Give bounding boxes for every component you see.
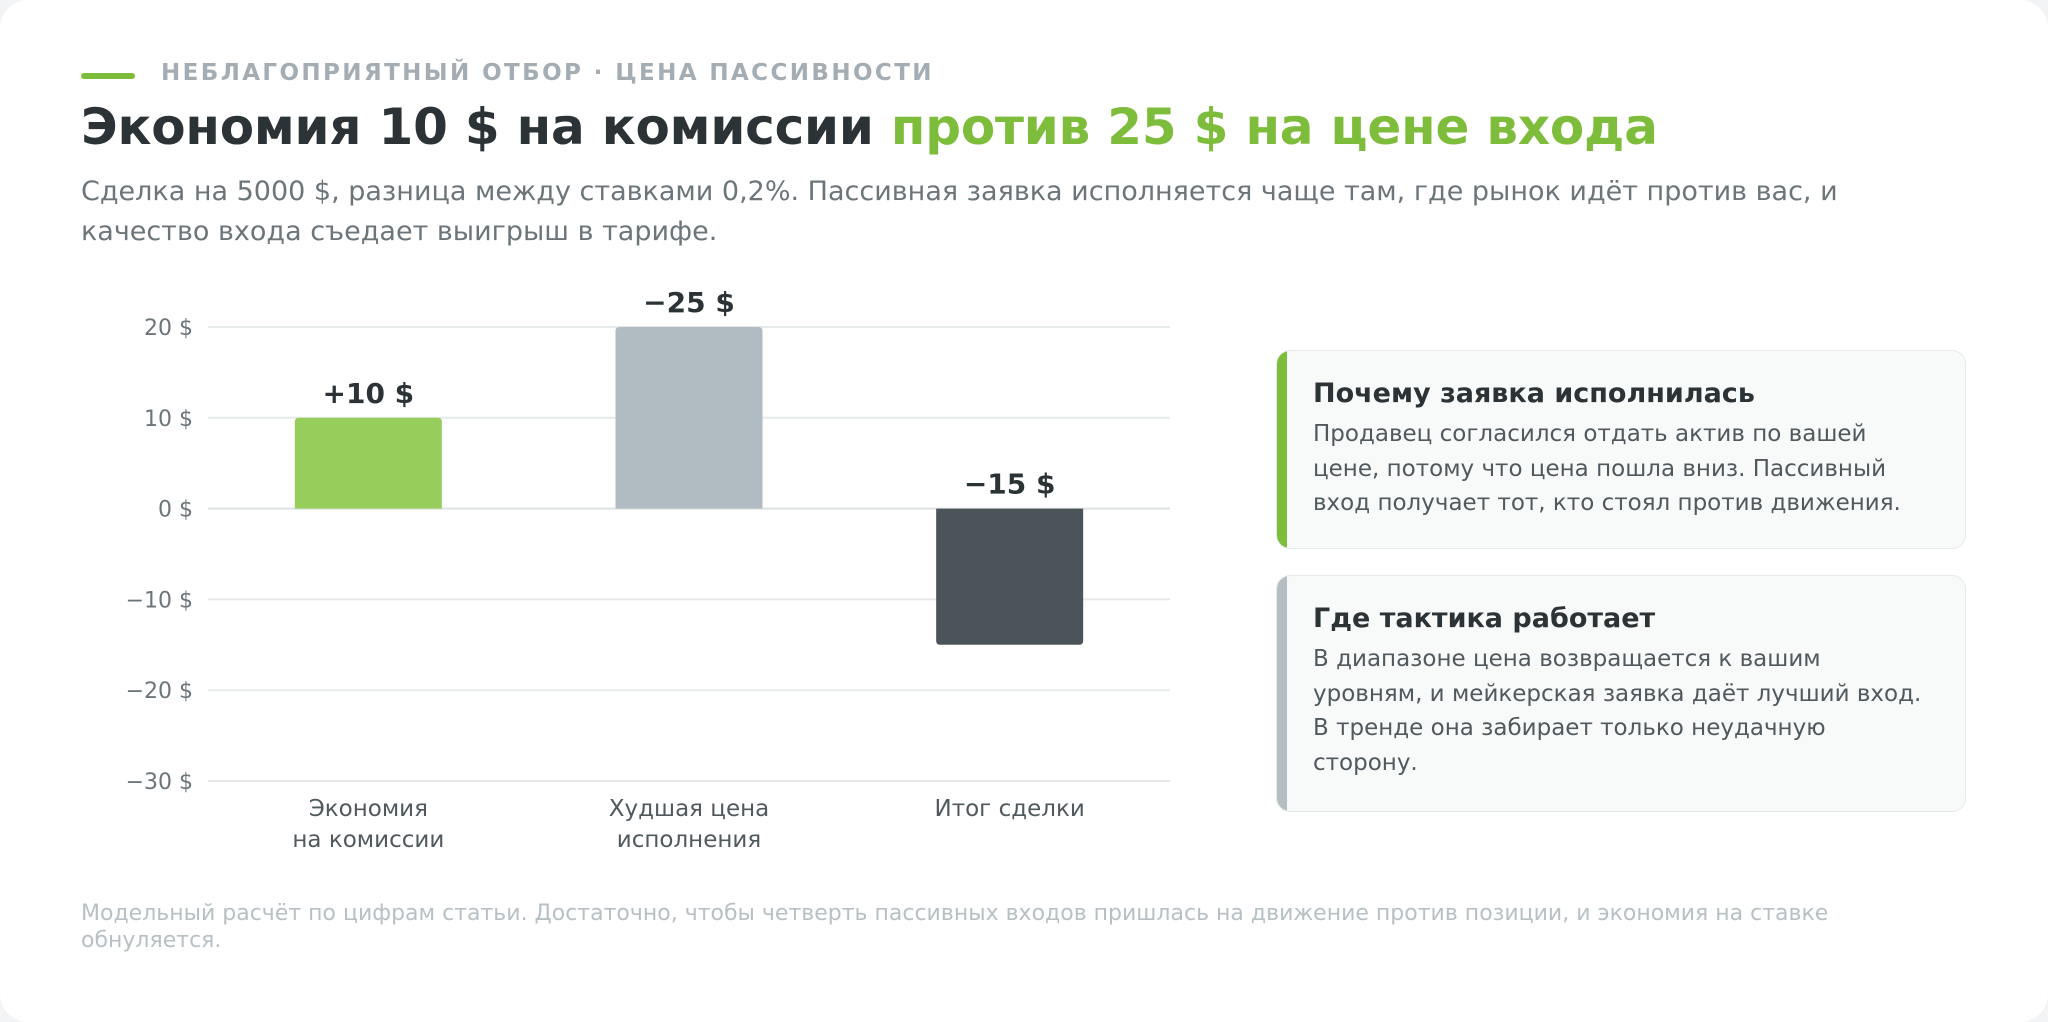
x-category-label: Экономия [309,796,428,822]
title-main: Экономия 10 $ на комиссии [81,98,891,156]
bar [615,327,763,509]
title-highlight: против 25 $ на цене входа [890,98,1658,156]
side-card-title: Почему заявка исполнилась [1313,378,1755,409]
bar-value-label: −15 $ [964,468,1056,501]
side-card-text: В диапазоне цена возвращается к вашим ур… [1313,646,1922,776]
page-title: Экономия 10 $ на комиссии против 25 $ на… [81,98,1658,156]
footnote: Модельный расчёт по цифрам статьи. Доста… [81,901,1829,953]
y-tick-label: 20 $ [144,316,193,341]
x-category-label: Итог сделки [935,796,1085,822]
side-card-accent [1277,351,1287,548]
y-tick-label: −30 $ [126,770,193,795]
x-category-label: исполнения [617,827,761,853]
bar-value-label: +10 $ [323,377,415,410]
side-card-where-works: Где тактика работает В диапазоне цена во… [1276,575,1966,812]
bar [294,417,442,509]
x-category-label: на комиссии [292,827,444,853]
side-card-title: Где тактика работает [1313,603,1656,634]
side-card-text: Продавец согласился отдать актив по ваше… [1313,421,1901,516]
x-category-label: Худшая цена [609,796,770,822]
y-tick-label: −20 $ [126,679,193,704]
bar-value-label: −25 $ [643,286,735,319]
side-card-accent [1277,576,1287,811]
y-tick-label: 0 $ [158,498,193,523]
side-card-why-filled: Почему заявка исполнилась Продавец согла… [1276,350,1966,549]
bar [936,508,1084,645]
eyebrow-label: НЕБЛАГОПРИЯТНЫЙ ОТБОР · ЦЕНА ПАССИВНОСТИ [161,60,934,86]
subtitle: Сделка на 5000 $, разница между ставками… [81,176,1838,247]
y-tick-label: −10 $ [126,588,193,613]
eyebrow-accent-bar [81,73,135,79]
bar-chart: 20 $ 10 $ 0 $ −10 $ −20 $ −30 $ +10 $ Экономия н… [126,286,1170,853]
y-tick-label: 10 $ [144,407,193,432]
